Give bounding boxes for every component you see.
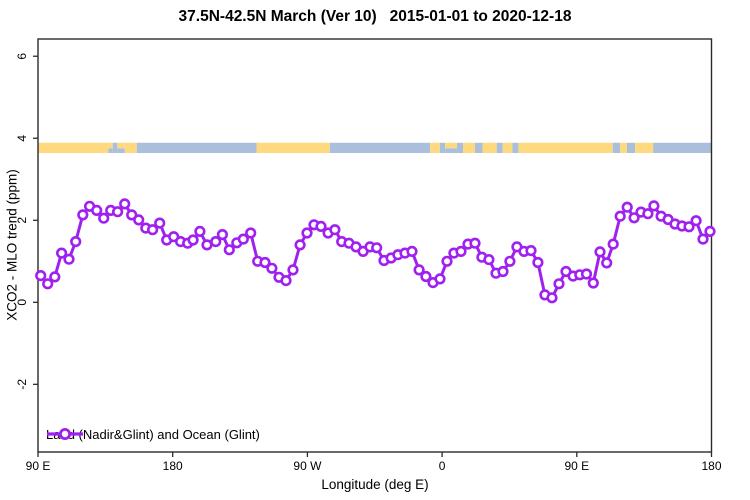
data-point xyxy=(154,217,166,229)
data-point xyxy=(621,201,633,213)
data-point xyxy=(280,275,292,287)
data-point xyxy=(237,233,249,245)
y-tick-label: -2 xyxy=(15,379,29,390)
data-point xyxy=(469,237,481,249)
y-axis-label: XCO2 - MLO trend (ppm) xyxy=(4,169,20,321)
data-point xyxy=(294,239,306,251)
data-point xyxy=(55,247,68,259)
data-point xyxy=(266,262,278,274)
y-tick-label: 6 xyxy=(15,53,29,60)
data-point xyxy=(371,242,383,254)
map-band xyxy=(38,142,712,154)
data-point xyxy=(77,209,89,221)
data-point xyxy=(683,221,695,233)
x-axis-label: Longitude (deg E) xyxy=(321,477,429,492)
data-point xyxy=(628,212,640,224)
data-point xyxy=(434,273,446,285)
data-point xyxy=(587,277,599,289)
y-tick-label: 4 xyxy=(15,135,29,142)
data-point xyxy=(601,257,613,269)
data-point xyxy=(259,256,271,269)
data-point xyxy=(91,204,103,216)
data-point xyxy=(147,224,159,236)
data-point xyxy=(546,292,558,304)
data-point xyxy=(216,229,228,241)
data-point xyxy=(420,270,432,283)
data-point xyxy=(126,209,138,221)
data-point xyxy=(441,255,453,267)
data-point xyxy=(690,215,702,227)
y-axis-ticks: -2 0 2 4 6 xyxy=(15,53,38,390)
x-tick-label: 90 E xyxy=(26,459,51,473)
data-point xyxy=(483,254,495,266)
legend: Land (Nadir&Glint) and Ocean (Glint) xyxy=(46,427,260,442)
y-tick-label: 0 xyxy=(15,299,29,306)
data-point xyxy=(245,227,257,239)
data-point xyxy=(201,239,213,251)
data-point xyxy=(413,264,425,276)
data-point xyxy=(111,206,124,218)
data-point xyxy=(607,238,619,250)
data-point xyxy=(287,264,299,276)
data-point xyxy=(697,233,709,245)
data-point xyxy=(70,236,82,248)
data-point xyxy=(223,244,235,256)
data-point xyxy=(704,225,716,237)
data-point xyxy=(580,268,593,280)
legend-marker-icon xyxy=(47,428,83,440)
data-point xyxy=(648,200,660,212)
data-point xyxy=(532,256,544,269)
legend-label: Land (Nadir&Glint) and Ocean (Glint) xyxy=(46,427,260,442)
data-point xyxy=(210,236,222,248)
data-point xyxy=(63,253,75,265)
data-point xyxy=(187,234,199,246)
x-tick-label: 0 xyxy=(439,459,446,473)
data-point xyxy=(194,225,206,237)
x-tick-label: 180 xyxy=(163,459,183,473)
data-point xyxy=(642,208,654,220)
data-point xyxy=(455,245,467,257)
data-point xyxy=(315,220,327,232)
data-point xyxy=(594,246,606,258)
x-tick-label: 90 W xyxy=(293,459,322,473)
data-point xyxy=(98,212,110,224)
x-tick-label: 180 xyxy=(701,459,721,473)
data-point xyxy=(133,214,145,226)
data-point xyxy=(497,265,509,278)
data-series xyxy=(35,198,716,304)
data-point xyxy=(42,278,54,290)
data-point xyxy=(119,198,131,210)
plot-frame xyxy=(37,38,713,453)
chart-title: 37.5N-42.5N March (Ver 10) 2015-01-01 to… xyxy=(178,8,572,25)
y-tick-label: 2 xyxy=(15,217,29,224)
data-point xyxy=(504,255,516,267)
data-point xyxy=(525,245,537,257)
x-axis-ticks: 90 E 180 90 W 0 90 E 180 xyxy=(26,452,722,473)
data-point xyxy=(49,271,61,283)
data-point xyxy=(553,278,565,290)
data-point xyxy=(301,227,313,239)
data-point xyxy=(35,270,47,282)
data-point xyxy=(329,224,341,236)
x-tick-label: 90 E xyxy=(564,459,589,473)
data-point xyxy=(406,245,418,257)
data-point xyxy=(614,210,626,222)
